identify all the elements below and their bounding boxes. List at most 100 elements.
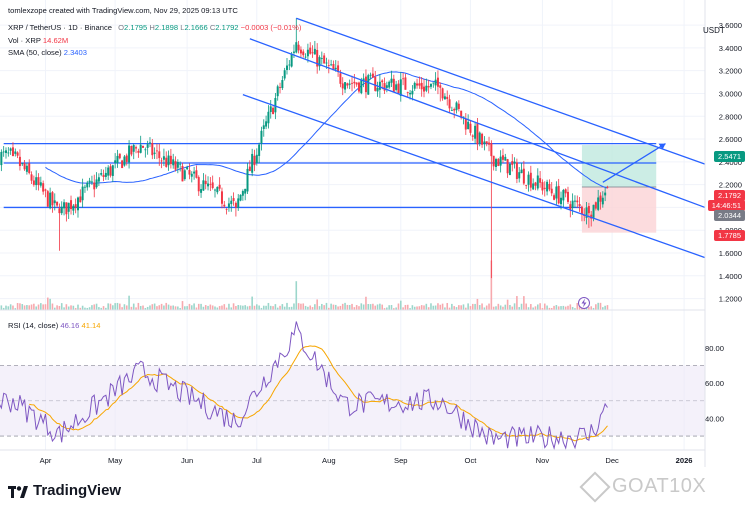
candle-body (592, 204, 595, 218)
volume-bar (290, 306, 293, 310)
volume-bar (504, 304, 507, 310)
volume-bar (444, 307, 446, 310)
candle-body (406, 92, 409, 93)
volume-bar (95, 303, 98, 310)
volume-bar (216, 307, 219, 310)
volume-bar (9, 304, 12, 310)
rsi-axis: 80.00 60.00 40.00 (705, 344, 724, 423)
volume-bar (42, 304, 44, 310)
volume-bar (534, 306, 537, 310)
candle-body (511, 161, 514, 165)
volume-bar (321, 303, 323, 310)
volume-bar (360, 303, 363, 310)
candle-body (520, 169, 523, 174)
volume-bar (237, 304, 240, 310)
volume-bar (327, 307, 330, 310)
volume-label: Vol · XRP (8, 36, 41, 45)
volume-bar (58, 305, 61, 310)
volume-bar (2, 307, 5, 310)
horizontal-levels[interactable] (3, 142, 657, 209)
lightning-icon[interactable] (578, 297, 590, 309)
volume-bar (513, 303, 516, 310)
candle-body (504, 156, 507, 161)
candle-body (385, 85, 388, 88)
volume-bar (179, 308, 181, 310)
volume-bar (65, 304, 68, 310)
volume-bar (202, 306, 205, 310)
symbol-title[interactable]: XRP / TetherUS · 1D · Binance (8, 23, 112, 32)
volume-bar (160, 303, 163, 310)
tradingview-brand[interactable]: TradingView (8, 482, 121, 499)
volume-bar (571, 306, 574, 310)
candle-body (104, 172, 107, 177)
volume-bar (458, 305, 460, 310)
volume-bar (499, 305, 502, 310)
rsi-band (0, 365, 705, 436)
volume-bar (260, 307, 263, 310)
volume-bar (518, 307, 521, 310)
volume-bar (116, 302, 119, 310)
volume-bar (423, 305, 425, 310)
watermark-icon (579, 470, 611, 503)
last-price-label: 2.1792 (714, 190, 745, 201)
rsi-pane (0, 321, 608, 451)
trend-channel[interactable] (242, 17, 706, 259)
candle-body (58, 208, 61, 214)
time-tick-label: Nov (536, 456, 550, 465)
candle-body (485, 141, 488, 144)
volume-bar (520, 303, 523, 310)
candle-body (587, 206, 590, 214)
candle-body (42, 183, 45, 192)
volume-bar (509, 304, 511, 310)
candle-body (272, 107, 275, 115)
candle-body (174, 161, 177, 170)
volume-bar (502, 306, 504, 310)
volume-bar (420, 305, 423, 310)
candle-body (209, 183, 212, 185)
candle-body (274, 97, 277, 113)
candle-body (529, 172, 532, 188)
candle-body (135, 147, 138, 149)
candle-body (246, 168, 249, 192)
volume-bar (53, 307, 56, 310)
candle-body (25, 165, 28, 172)
volume-bar (402, 307, 404, 310)
volume-bar (481, 303, 483, 310)
volume-bar (295, 281, 298, 310)
candle-body (450, 109, 453, 111)
volume-bar (51, 303, 54, 310)
candle-body (241, 191, 244, 196)
candle-body (155, 150, 158, 152)
volume-bar (511, 306, 514, 310)
rsi-line (0, 321, 608, 451)
sma-value: 2.3403 (63, 48, 87, 57)
countdown-label: 14:46:51 (707, 200, 745, 211)
volume-bar (325, 302, 328, 310)
candle-body (188, 169, 191, 175)
rsi-ma-value: 41.14 (81, 321, 101, 330)
volume-bar (344, 302, 346, 310)
volume-bar (316, 299, 318, 310)
volume-bar (411, 305, 414, 310)
volume-bars (0, 260, 609, 310)
candle-body (490, 143, 493, 157)
candle-body (392, 78, 395, 92)
volume-bar (23, 305, 26, 310)
candle-body (534, 182, 537, 186)
target-price-label: 2.5471 (714, 151, 745, 162)
volume-bar (525, 303, 527, 310)
candle-body (566, 191, 569, 202)
volume-bar (112, 305, 114, 310)
volume-bar (267, 302, 270, 310)
volume-bar (193, 303, 195, 310)
candle-body (253, 155, 256, 166)
position-tool[interactable] (581, 145, 657, 233)
candle-body (239, 194, 242, 201)
candle-body (562, 189, 565, 201)
volume-bar (467, 303, 469, 310)
candle-body (341, 83, 344, 89)
candle-body (351, 82, 354, 84)
candle-body (292, 51, 295, 53)
volume-bar (569, 304, 572, 310)
volume-bar (279, 305, 281, 310)
